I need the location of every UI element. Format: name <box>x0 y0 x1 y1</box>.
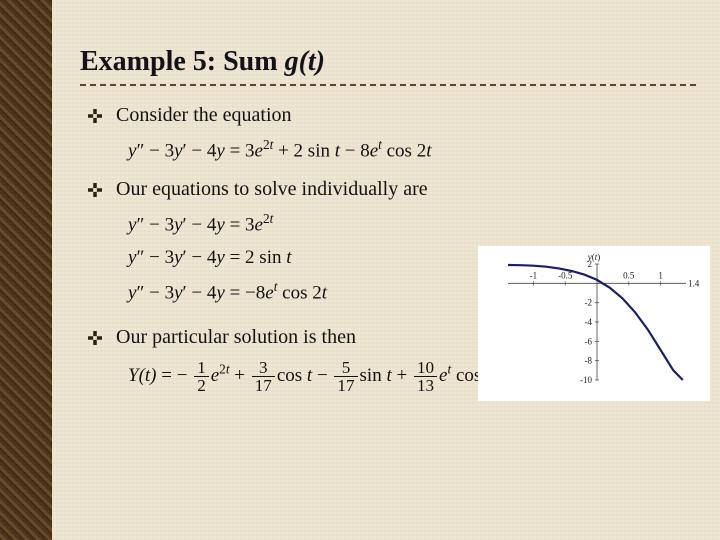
svg-text:-6: -6 <box>585 336 593 346</box>
flower-bullet-icon <box>88 109 102 123</box>
bullet-text-3: Our particular solution is then <box>116 326 356 349</box>
bullet-row: Consider the equation <box>88 104 696 127</box>
equation-main: y″ − 3y′ − 4y = 3e2t + 2 sin t − 8et cos… <box>128 137 696 162</box>
chart-box: y(t)-1-0.50.51-2-4-6-8-1021.4 <box>478 246 710 401</box>
slide-title: Example 5: Sum g(t) <box>80 46 696 78</box>
flower-bullet-icon <box>88 331 102 345</box>
title-prefix: Example 5: Sum <box>80 46 285 77</box>
svg-text:-1: -1 <box>530 270 538 280</box>
chart-svg: y(t)-1-0.50.51-2-4-6-8-1021.4 <box>484 250 704 390</box>
flower-bullet-icon <box>88 183 102 197</box>
bullet-row: Our equations to solve individually are <box>88 178 696 201</box>
bullet-text-2: Our equations to solve individually are <box>116 178 428 201</box>
side-strip-texture <box>0 0 52 540</box>
svg-text:-2: -2 <box>585 298 593 308</box>
svg-text:2: 2 <box>588 259 593 269</box>
bullet-text-1: Consider the equation <box>116 104 292 127</box>
title-dash-rule <box>80 84 696 86</box>
equation-split-1: y″ − 3y′ − 4y = 3e2t <box>128 211 696 236</box>
svg-text:-10: -10 <box>580 375 592 385</box>
svg-text:-8: -8 <box>585 356 593 366</box>
svg-text:1.4: 1.4 <box>688 278 700 288</box>
svg-text:1: 1 <box>658 270 663 280</box>
svg-text:-4: -4 <box>585 317 593 327</box>
title-gt: g(t) <box>285 46 325 77</box>
particular-lhs: Y(t) <box>128 365 157 386</box>
svg-text:0.5: 0.5 <box>623 270 635 280</box>
